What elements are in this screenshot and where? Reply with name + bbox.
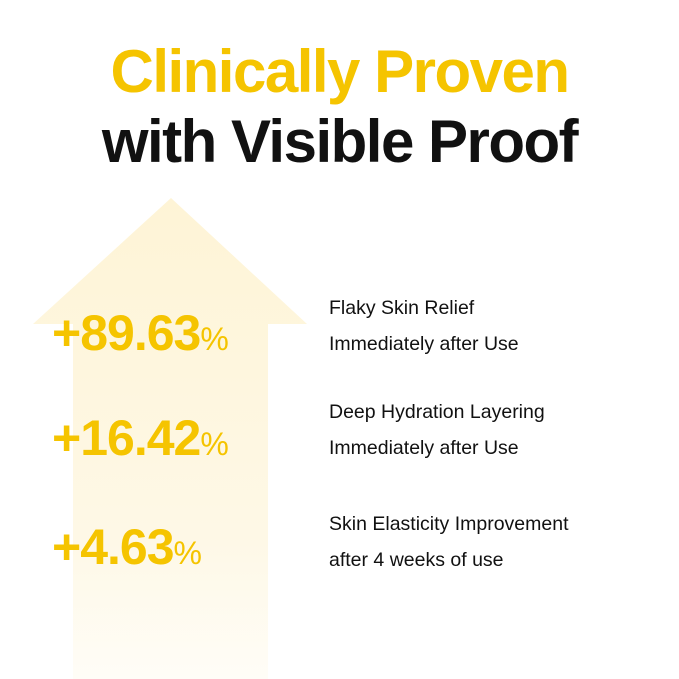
headline-line1: Clinically Proven xyxy=(110,38,570,105)
stat-desc-1: Flaky Skin Relief Immediately after Use xyxy=(329,297,519,355)
stat-value-3: +4.63% xyxy=(52,519,202,575)
arrow-shape xyxy=(33,198,307,679)
stat-desc-3: Skin Elasticity Improvement after 4 weeks… xyxy=(329,513,569,571)
stat-value-1: +89.63% xyxy=(52,305,229,361)
headline-line2: with Visible Proof xyxy=(101,108,579,175)
stat-desc-2: Deep Hydration Layering Immediately after… xyxy=(329,401,545,459)
stat-value-2: +16.42% xyxy=(52,410,229,466)
